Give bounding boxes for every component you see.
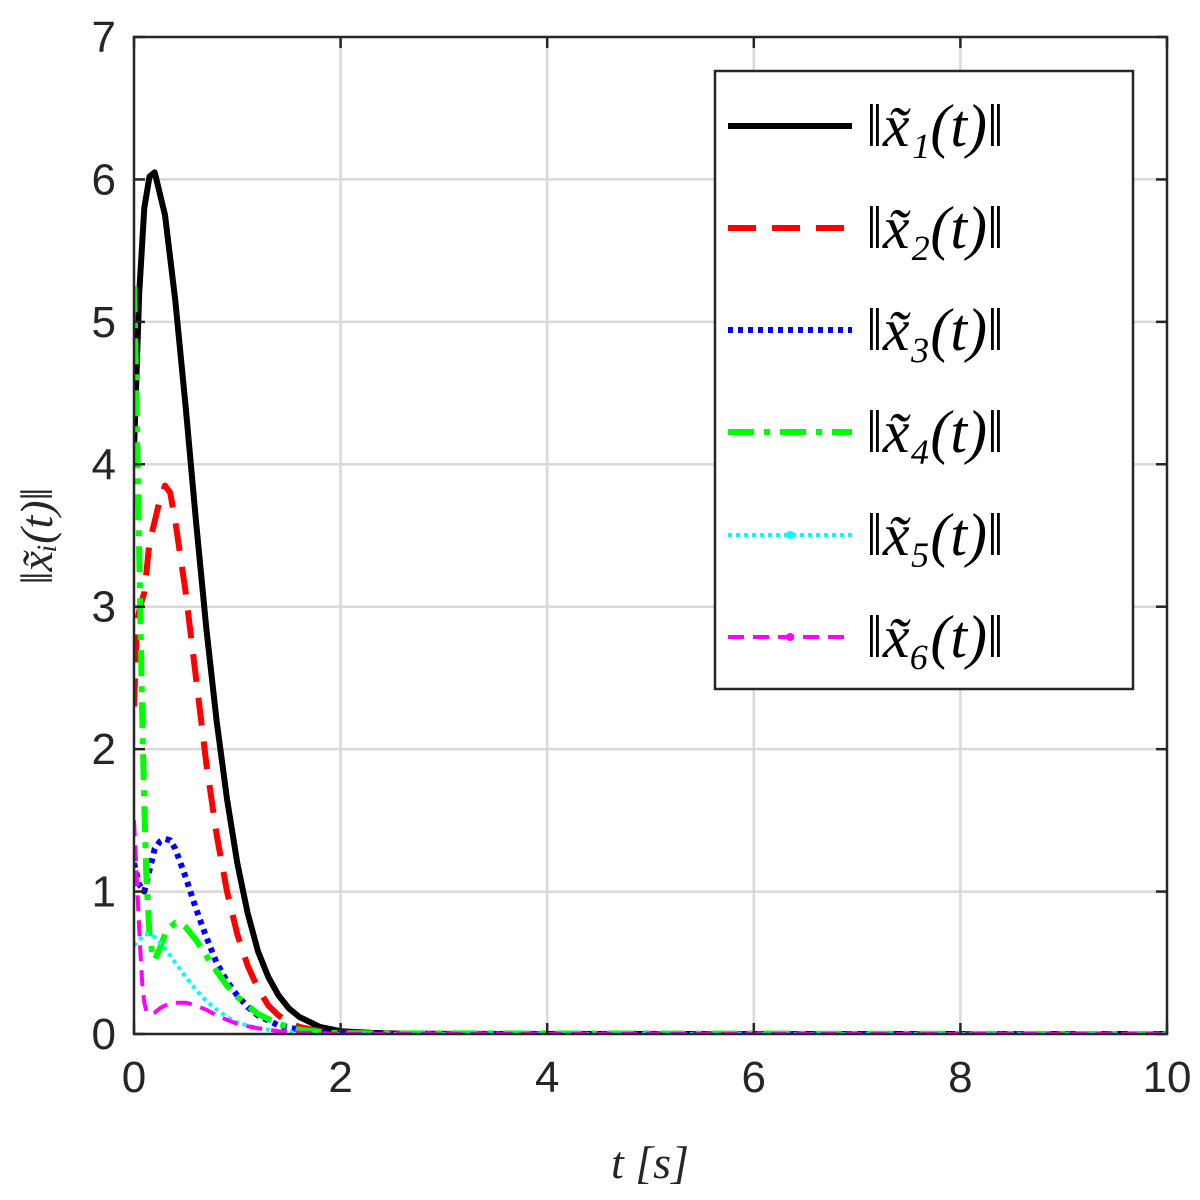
y-axis-label: ‖x̃ᵢ(t)‖ [11,488,62,585]
x-tick-label: 2 [328,1053,352,1102]
legend-marker-5 [786,531,794,539]
y-tick-label: 3 [92,583,116,632]
legend-label-1: ‖x̃₁(t)‖ [866,93,1004,159]
y-tick-label: 7 [92,13,116,62]
y-tick-label: 4 [92,440,116,489]
x-tick-label: 8 [948,1053,972,1102]
x-axis-label: t [s] [611,1137,689,1188]
legend-label-5: ‖x̃₅(t)‖ [866,502,1004,568]
x-tick-label: 0 [122,1053,146,1102]
y-tick-labels: 0 1 2 3 4 5 6 7 [92,13,116,1059]
x-tick-labels: 0 2 4 6 8 10 [122,1053,1192,1102]
legend-label-4: ‖x̃₄(t)‖ [866,399,1004,465]
legend-marker-6 [786,633,794,641]
tick-marks [132,35,1169,1036]
series-line-6 [134,820,1167,1034]
x-tick-label: 6 [742,1053,766,1102]
legend-label-6: ‖x̃₆(t)‖ [866,604,1004,670]
x-tick-label: 4 [535,1053,559,1102]
legend-label-2: ‖x̃₂(t)‖ [866,195,1004,261]
y-tick-label: 2 [92,725,116,774]
legend-box [713,69,1135,691]
y-tick-label: 1 [92,868,116,917]
series-line-4 [134,286,1167,1034]
x-tick-label: 10 [1143,1053,1192,1102]
legend: ‖x̃₁(t)‖ ‖x̃₂(t)‖ ‖x̃₃(t)‖ ‖x̃₄(t)‖ ‖x̃₅(t)‖… [713,69,1135,691]
legend-label-3: ‖x̃₃(t)‖ [866,297,1004,363]
axes-box [132,35,1169,1036]
y-tick-label: 0 [92,1010,116,1059]
y-tick-label: 6 [92,155,116,204]
y-tick-label: 5 [92,298,116,347]
